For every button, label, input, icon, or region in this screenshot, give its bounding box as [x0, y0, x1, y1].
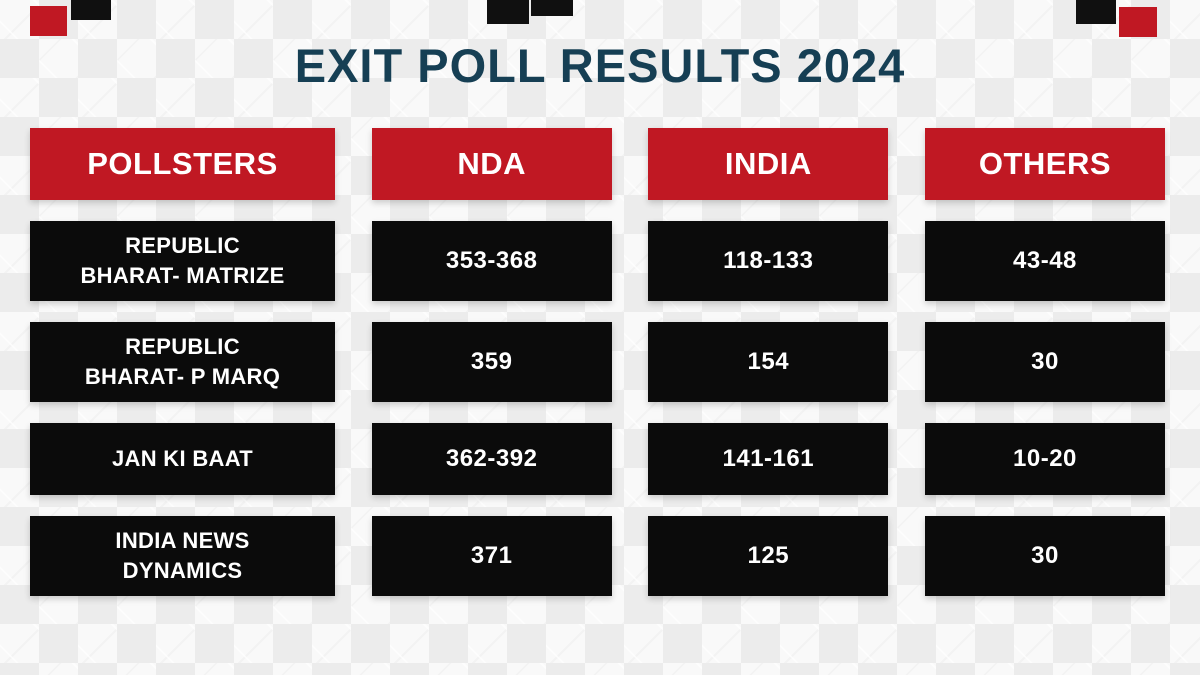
nda-value: 362-392 [371, 423, 612, 495]
decor-square-black-mid-2 [531, 0, 573, 16]
nda-value: 371 [371, 516, 612, 596]
pollster-name: INDIA NEWS DYNAMICS [30, 516, 335, 596]
decor-square-red-left [30, 6, 67, 36]
pollster-name: REPUBLIC BHARAT- MATRIZE [30, 221, 335, 301]
column-header-india: INDIA [648, 128, 889, 200]
decor-square-red-right [1119, 7, 1157, 37]
nda-value: 359 [371, 322, 612, 402]
india-value: 154 [648, 322, 889, 402]
others-value: 43-48 [924, 221, 1165, 301]
column-header-others: OTHERS [924, 128, 1165, 200]
exit-poll-table: POLLSTERS NDA INDIA OTHERS REPUBLIC BHAR… [30, 128, 1165, 596]
others-value: 30 [924, 322, 1165, 402]
others-value: 10-20 [924, 423, 1165, 495]
decor-square-black-left [71, 0, 111, 20]
pollster-name: REPUBLIC BHARAT- P MARQ [30, 322, 335, 402]
nda-value: 353-368 [371, 221, 612, 301]
page-title: EXIT POLL RESULTS 2024 [294, 39, 906, 92]
india-value: 141-161 [648, 423, 889, 495]
india-value: 125 [648, 516, 889, 596]
decor-square-black-right [1076, 0, 1116, 24]
pollster-name: JAN KI BAAT [30, 423, 335, 495]
others-value: 30 [924, 516, 1165, 596]
india-value: 118-133 [648, 221, 889, 301]
decor-square-black-mid-1 [487, 0, 529, 24]
column-header-nda: NDA [371, 128, 612, 200]
column-header-pollsters: POLLSTERS [30, 128, 335, 200]
